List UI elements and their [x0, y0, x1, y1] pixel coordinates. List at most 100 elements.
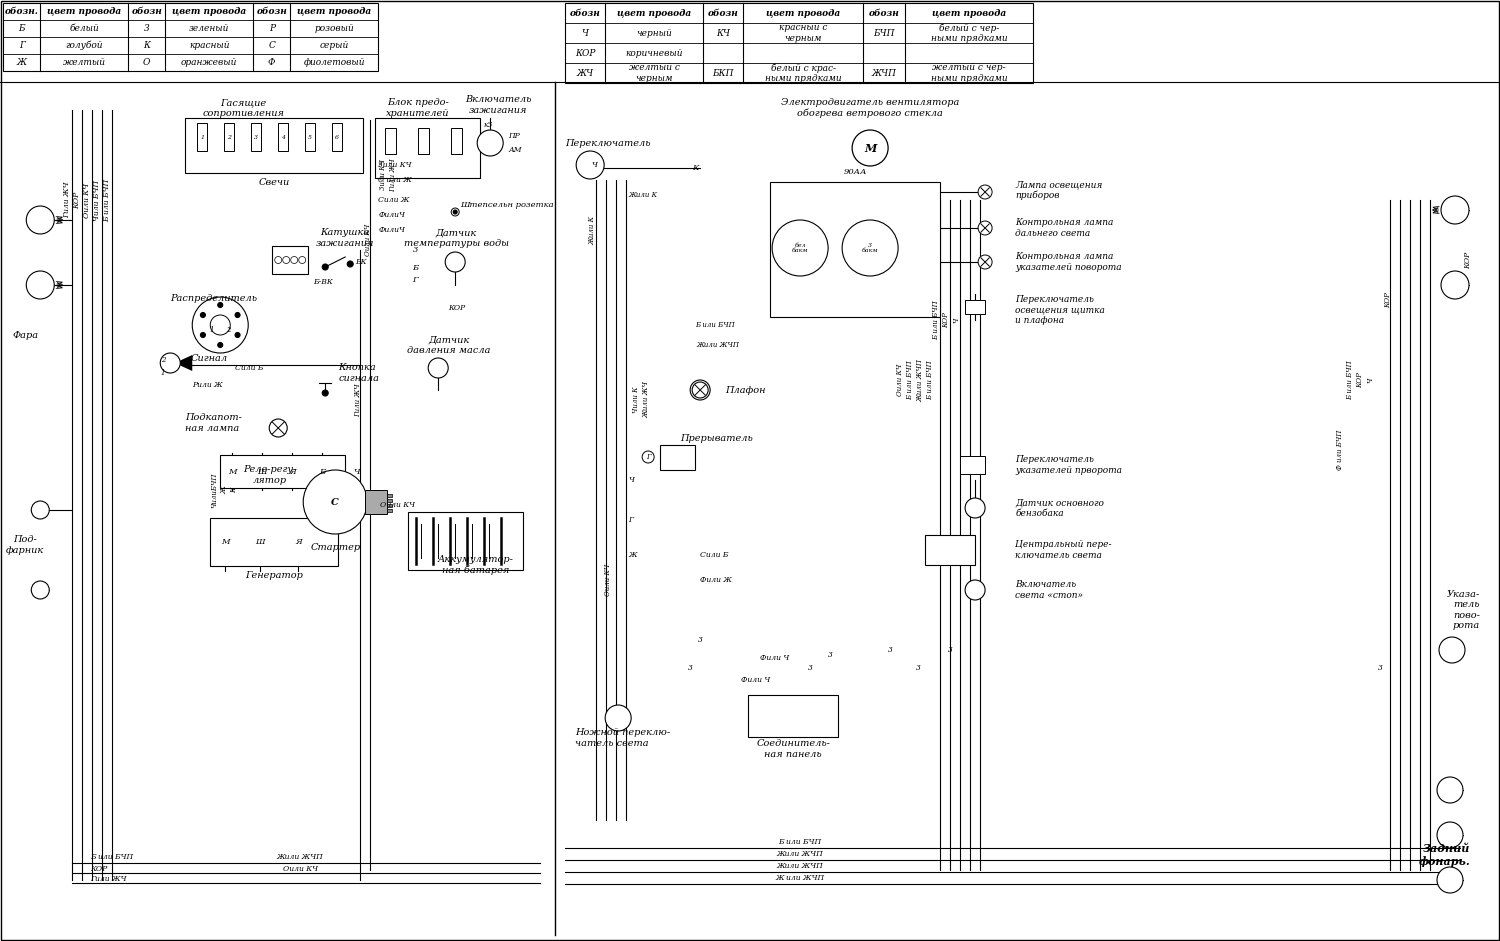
Text: розовый: розовый — [315, 24, 354, 33]
Circle shape — [477, 130, 502, 156]
Text: Распределитель: Распределитель — [170, 294, 256, 302]
Circle shape — [978, 255, 992, 269]
Text: Генератор: Генератор — [246, 571, 303, 581]
Text: Переключатель
освещения щитка
и плафона: Переключатель освещения щитка и плафона — [1016, 295, 1106, 325]
Text: Чили К: Чили К — [632, 387, 640, 413]
Circle shape — [201, 312, 206, 317]
Text: Г: Г — [20, 41, 26, 50]
Text: желтый с чер-
ными прядками: желтый с чер- ными прядками — [932, 63, 1008, 83]
Circle shape — [27, 271, 54, 299]
Text: цвет провода: цвет провода — [616, 8, 692, 18]
Circle shape — [604, 705, 631, 731]
Text: КЧ: КЧ — [716, 28, 730, 38]
Text: 1: 1 — [210, 326, 214, 334]
Text: Г: Г — [646, 453, 651, 461]
Text: Включатель
света «стоп»: Включатель света «стоп» — [1016, 581, 1083, 599]
Text: К: К — [692, 164, 699, 172]
Text: Б или БЧП: Б или БЧП — [906, 360, 914, 400]
Bar — [387, 509, 392, 512]
Text: Контрольная лампа
указателей поворота: Контрольная лампа указателей поворота — [1016, 252, 1122, 272]
Text: 1: 1 — [160, 369, 165, 377]
Text: белый с крас-
ными прядками: белый с крас- ными прядками — [765, 63, 842, 83]
Text: Я: Я — [296, 538, 302, 546]
Text: Сигнал: Сигнал — [190, 354, 228, 362]
Text: Ж: Ж — [220, 486, 228, 494]
Text: цвет провода: цвет провода — [297, 7, 372, 16]
Circle shape — [201, 332, 206, 338]
Text: ВК: ВК — [356, 258, 366, 266]
Bar — [387, 499, 392, 502]
Text: Подкапот-
ная лампа: Подкапот- ная лампа — [184, 413, 242, 433]
Text: 3: 3 — [1377, 664, 1383, 672]
Text: 90АА: 90АА — [843, 168, 867, 176]
Text: Гили ЖЧ: Гили ЖЧ — [63, 182, 72, 218]
Text: Б: Б — [413, 264, 419, 272]
Circle shape — [192, 297, 248, 353]
Text: Ш: Ш — [258, 468, 267, 476]
Text: Гили ЖЧ: Гили ЖЧ — [354, 383, 362, 417]
Text: 2: 2 — [160, 356, 165, 364]
Bar — [332, 123, 342, 151]
Circle shape — [322, 390, 328, 396]
Bar — [452, 128, 462, 154]
Polygon shape — [180, 355, 192, 371]
Text: 4: 4 — [280, 135, 285, 139]
Circle shape — [160, 353, 180, 373]
Bar — [278, 123, 288, 151]
Text: К: К — [230, 487, 238, 493]
Circle shape — [236, 312, 240, 317]
Text: белый с чер-
ными прядками: белый с чер- ными прядками — [932, 23, 1008, 43]
Text: Фили Ж: Фили Ж — [700, 576, 732, 584]
Text: Ж: Ж — [628, 551, 638, 559]
Text: Фара: Фара — [12, 330, 39, 340]
Text: Кнопка
сигнала: Кнопка сигнала — [338, 363, 380, 383]
Text: КОР: КОР — [1384, 292, 1392, 308]
Text: Оили КЧ: Оили КЧ — [364, 224, 372, 256]
Text: ЖЧП: ЖЧП — [871, 69, 897, 77]
Text: Жили ЖЧП: Жили ЖЧП — [916, 359, 924, 402]
Circle shape — [842, 220, 898, 276]
Bar — [926, 535, 975, 565]
Circle shape — [453, 210, 458, 214]
Bar — [3, 3, 378, 71]
Text: Жили ЖЧП: Жили ЖЧП — [777, 850, 824, 858]
Circle shape — [217, 302, 222, 308]
Circle shape — [1442, 271, 1468, 299]
Text: зеленый: зеленый — [189, 24, 230, 33]
Text: Переключатель: Переключатель — [566, 138, 651, 148]
Text: обозн: обозн — [868, 8, 900, 18]
Text: Сили Ж: Сили Ж — [378, 196, 410, 204]
Text: серый: серый — [320, 41, 350, 50]
Text: КОР: КОР — [90, 865, 108, 873]
Circle shape — [1437, 777, 1462, 803]
Bar — [387, 494, 392, 497]
Text: КОР: КОР — [74, 191, 81, 209]
Circle shape — [964, 580, 986, 600]
Text: КОР: КОР — [448, 304, 465, 312]
Text: КОР: КОР — [574, 49, 596, 57]
Text: белый: белый — [69, 24, 99, 33]
Text: Ж: Ж — [16, 58, 27, 67]
Text: Б: Б — [320, 468, 326, 476]
Text: Б или БЧП: Б или БЧП — [90, 853, 134, 861]
Circle shape — [236, 332, 240, 338]
Text: 3: 3 — [687, 664, 693, 672]
Text: БКП: БКП — [712, 69, 734, 77]
Text: 3: 3 — [948, 646, 952, 654]
Text: красный с
черным: красный с черным — [778, 24, 828, 42]
Text: черный: черный — [636, 28, 672, 38]
Text: обозн: обозн — [132, 7, 162, 16]
Bar — [375, 118, 480, 178]
Text: 3: 3 — [144, 24, 150, 33]
Text: Электродвигатель вентилятора
обогрева ветрового стекла: Электродвигатель вентилятора обогрева ве… — [782, 98, 960, 118]
Text: 5: 5 — [308, 135, 312, 139]
Text: КОР: КОР — [1356, 372, 1364, 388]
Text: Зили КЧ: Зили КЧ — [380, 160, 387, 190]
Circle shape — [210, 315, 230, 335]
Text: Жили К: Жили К — [588, 215, 596, 245]
Text: 2: 2 — [226, 326, 231, 334]
Text: Ф или БЧП: Ф или БЧП — [1336, 430, 1344, 470]
Bar — [304, 123, 315, 151]
Text: Рили Ж: Рили Ж — [192, 381, 224, 389]
Text: Лампа освещения
приборов: Лампа освещения приборов — [1016, 180, 1102, 200]
